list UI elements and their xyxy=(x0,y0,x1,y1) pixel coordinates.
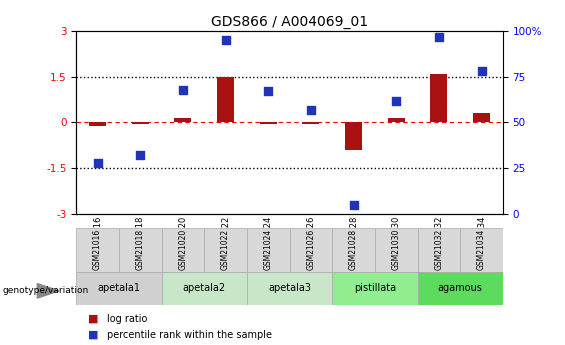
Bar xyxy=(418,228,460,272)
Bar xyxy=(431,74,447,122)
Text: GSM21032: GSM21032 xyxy=(434,229,444,270)
Text: percentile rank within the sample: percentile rank within the sample xyxy=(107,330,272,339)
Bar xyxy=(260,122,277,124)
Bar xyxy=(76,228,119,272)
Text: ■: ■ xyxy=(88,314,98,324)
Bar xyxy=(76,272,162,305)
Bar xyxy=(418,272,503,305)
Text: GSM21020: GSM21020 xyxy=(179,229,188,270)
Point xyxy=(93,160,102,166)
Polygon shape xyxy=(37,284,59,298)
Bar xyxy=(119,228,162,272)
Bar xyxy=(290,228,332,272)
Bar xyxy=(175,118,192,122)
Bar xyxy=(460,228,503,272)
Text: ■: ■ xyxy=(88,330,98,339)
Point xyxy=(434,34,444,39)
Text: GSM21024: GSM21024 xyxy=(264,229,273,270)
Text: GSM21030: GSM21030 xyxy=(392,229,401,270)
Bar xyxy=(217,77,234,122)
Point xyxy=(306,107,315,112)
Point xyxy=(179,87,188,92)
Point xyxy=(477,69,486,74)
Point xyxy=(221,38,230,43)
Text: GSM21026: GSM21026 xyxy=(306,229,315,270)
Point xyxy=(349,202,358,208)
Bar xyxy=(162,272,247,305)
Title: GDS866 / A004069_01: GDS866 / A004069_01 xyxy=(211,14,368,29)
Text: GSM21018: GSM21018 xyxy=(136,229,145,270)
Bar xyxy=(132,122,149,124)
Point xyxy=(136,152,145,158)
Text: agamous: agamous xyxy=(438,284,483,294)
Bar xyxy=(375,228,418,272)
Text: genotype/variation: genotype/variation xyxy=(3,286,89,295)
Point xyxy=(264,89,273,94)
Bar xyxy=(388,118,405,122)
Text: apetala1: apetala1 xyxy=(97,284,141,294)
Text: GSM21034: GSM21034 xyxy=(477,229,486,270)
Bar xyxy=(332,272,418,305)
Bar xyxy=(247,228,290,272)
Text: GSM21022: GSM21022 xyxy=(221,229,230,270)
Bar xyxy=(205,228,247,272)
Bar xyxy=(89,122,106,126)
Bar xyxy=(345,122,362,150)
Text: GSM21016: GSM21016 xyxy=(93,229,102,270)
Text: pistillata: pistillata xyxy=(354,284,396,294)
Text: GSM21028: GSM21028 xyxy=(349,229,358,270)
Bar xyxy=(162,228,205,272)
Bar xyxy=(473,114,490,122)
Text: log ratio: log ratio xyxy=(107,314,147,324)
Bar xyxy=(247,272,332,305)
Text: apetala2: apetala2 xyxy=(182,284,226,294)
Text: apetala3: apetala3 xyxy=(268,284,311,294)
Bar xyxy=(302,122,319,124)
Bar xyxy=(332,228,375,272)
Point xyxy=(392,98,401,103)
